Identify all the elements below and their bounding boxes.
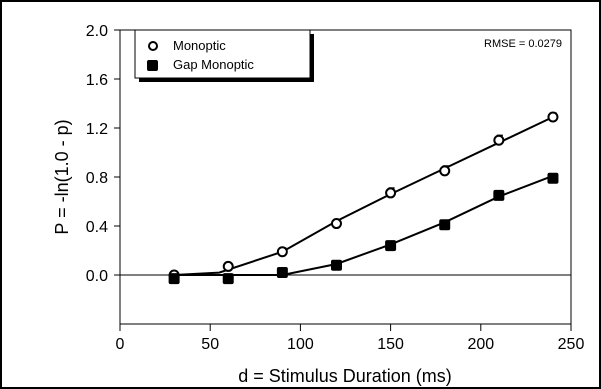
y-axis-title: P = -ln(1.0 - p) — [52, 119, 72, 234]
x-tick-label: 50 — [201, 336, 219, 353]
point-gap-monoptic — [493, 189, 505, 201]
point-monoptic — [276, 246, 288, 258]
y-tick-label: 0.0 — [86, 268, 108, 285]
data-markers — [168, 111, 559, 285]
point-monoptic — [222, 260, 234, 272]
y-tick-label: 1.2 — [86, 121, 108, 138]
point-monoptic — [493, 134, 505, 146]
legend-marker-monoptic — [148, 41, 158, 51]
point-monoptic — [439, 165, 451, 177]
legend-label-monoptic: Monoptic — [173, 38, 226, 53]
y-tick-label: 2.0 — [86, 23, 108, 40]
point-gap-monoptic — [276, 267, 288, 279]
point-gap-monoptic — [222, 273, 234, 285]
point-gap-monoptic — [547, 172, 559, 184]
legend-label-gap-monoptic: Gap Monoptic — [173, 57, 254, 72]
x-tick-label: 150 — [377, 336, 404, 353]
x-tick-label: 100 — [287, 336, 314, 353]
x-axis-title: d = Stimulus Duration (ms) — [238, 366, 452, 386]
rmse-annotation: RMSE = 0.0279 — [484, 38, 562, 50]
point-gap-monoptic — [168, 273, 180, 285]
y-tick-label: 1.6 — [86, 72, 108, 89]
point-gap-monoptic — [439, 219, 451, 231]
point-monoptic — [547, 111, 559, 123]
y-axis-ticks: 0.0 0.4 0.8 1.2 1.6 2.0 — [86, 23, 120, 285]
y-tick-label: 0.4 — [86, 219, 108, 236]
x-tick-label: 200 — [467, 336, 494, 353]
point-monoptic — [330, 218, 342, 230]
x-tick-label: 0 — [116, 336, 125, 353]
point-gap-monoptic — [330, 259, 342, 271]
point-monoptic — [385, 187, 397, 199]
legend-box — [134, 29, 311, 79]
x-tick-label: 250 — [558, 336, 585, 353]
legend: Monoptic Gap Monoptic — [134, 29, 314, 82]
x-axis-ticks: 0 50 100 150 200 250 — [116, 324, 585, 353]
y-tick-label: 0.8 — [86, 170, 108, 187]
point-gap-monoptic — [385, 240, 397, 252]
legend-marker-gap-monoptic — [147, 60, 158, 71]
